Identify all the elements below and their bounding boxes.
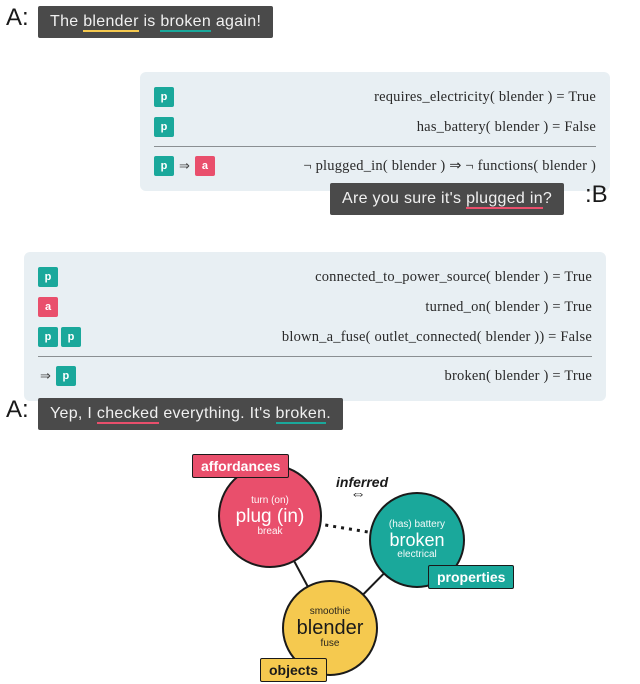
tag-p-icon: p xyxy=(61,327,81,347)
conclusion-row: p ⇒ a ¬ plugged_in( blender ) ⇒ ¬ functi… xyxy=(154,151,596,181)
inferred-label: inferred ⇔ xyxy=(336,474,388,508)
speaker-b-label: :B xyxy=(585,181,608,209)
tag-p-icon: p xyxy=(56,366,76,386)
utterance-a2: Yep, I checked everything. It's broken. xyxy=(38,398,343,430)
tag-p-icon: p xyxy=(154,117,174,137)
tag-a-icon: a xyxy=(38,297,58,317)
tag-p-icon: p xyxy=(38,267,58,287)
badge-properties: properties xyxy=(428,565,514,589)
divider xyxy=(38,356,592,357)
speaker-a-label-1: A: xyxy=(6,4,29,32)
badge-objects: objects xyxy=(260,658,327,682)
premise-row: p requires_electricity( blender ) = True xyxy=(154,82,596,112)
conclusion-row: ⇒ p broken( blender ) = True xyxy=(38,361,592,391)
tag-p-icon: p xyxy=(154,156,174,176)
badge-affordances: affordances xyxy=(192,454,289,478)
implies-icon: ⇒ xyxy=(38,368,53,384)
tag-p-icon: p xyxy=(154,87,174,107)
tag-a-icon: a xyxy=(195,156,215,176)
premise-row: p connected_to_power_source( blender ) =… xyxy=(38,262,592,292)
implies-icon: ⇒ xyxy=(177,158,192,174)
double-arrow-icon: ⇔ xyxy=(350,486,366,503)
reasoning-box-2: p connected_to_power_source( blender ) =… xyxy=(24,252,606,401)
divider xyxy=(154,146,596,147)
utterance-b1: Are you sure it's plugged in? xyxy=(330,183,564,215)
node-affordances: turn (on) plug (in) break xyxy=(218,464,322,568)
premise-row: p has_battery( blender ) = False xyxy=(154,112,596,142)
premise-row: a turned_on( blender ) = True xyxy=(38,292,592,322)
tag-p-icon: p xyxy=(38,327,58,347)
knowledge-graph: turn (on) plug (in) break (has) battery … xyxy=(150,450,530,682)
utterance-a1: The blender is broken again! xyxy=(38,6,273,38)
premise-row: p p blown_a_fuse( outlet_connected( blen… xyxy=(38,322,592,352)
speaker-a-label-2: A: xyxy=(6,396,29,424)
reasoning-box-1: p requires_electricity( blender ) = True… xyxy=(140,72,610,191)
